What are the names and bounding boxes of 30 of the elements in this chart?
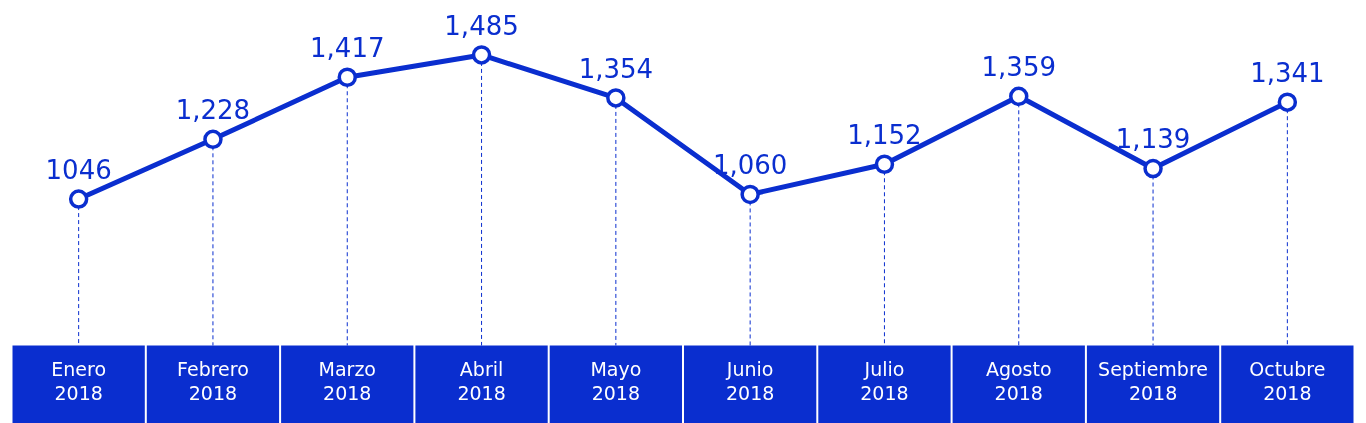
data-label: 1,341 [1250,57,1325,88]
point [1143,158,1163,179]
data-label: 1,152 [847,120,922,151]
point [874,154,895,175]
point [1009,86,1029,107]
data-label: 1,359 [981,52,1056,83]
x-tick-label: Junio 2018 [725,358,775,405]
x-tick-label: Octubre 2018 [1249,358,1326,405]
data-label: 1,354 [578,53,654,84]
point [203,129,223,150]
x-tick-label: Julio 2018 [860,358,909,405]
data-label: 1046 [45,154,112,185]
point [68,189,89,209]
x-tick-label: Marzo 2018 [318,358,376,405]
x-tick-label: Septiembre 2018 [1098,358,1208,405]
data-label: 1,417 [310,33,385,63]
data-label: 1,060 [712,150,788,181]
x-tick-label: Enero 2018 [51,358,107,405]
point [337,67,357,87]
x-tick-label: Febrero 2018 [177,358,249,405]
point [471,45,492,65]
data-label: 1,139 [1115,124,1191,155]
data-label: 1,485 [444,10,519,41]
x-tick-label: Agosto 2018 [985,358,1052,405]
point [740,184,760,205]
x-tick-label: Abril 2018 [457,358,506,405]
data-label: 1,228 [175,95,251,126]
point [606,88,626,108]
x-tick-label: Mayo 2018 [590,358,642,405]
point [1277,92,1298,112]
